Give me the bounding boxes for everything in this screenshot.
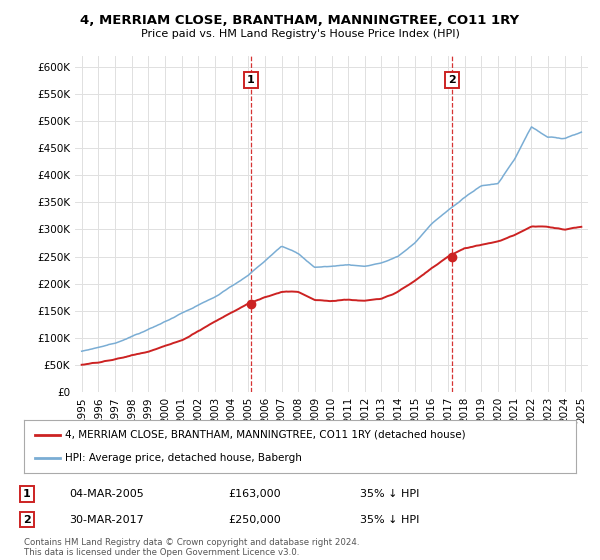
Text: 2: 2 — [23, 515, 31, 525]
Text: 35% ↓ HPI: 35% ↓ HPI — [360, 489, 419, 499]
Text: 4, MERRIAM CLOSE, BRANTHAM, MANNINGTREE, CO11 1RY: 4, MERRIAM CLOSE, BRANTHAM, MANNINGTREE,… — [80, 14, 520, 27]
Text: 1: 1 — [247, 76, 255, 85]
Text: £250,000: £250,000 — [228, 515, 281, 525]
Text: Contains HM Land Registry data © Crown copyright and database right 2024.
This d: Contains HM Land Registry data © Crown c… — [24, 538, 359, 557]
Text: HPI: Average price, detached house, Babergh: HPI: Average price, detached house, Babe… — [65, 453, 302, 463]
Text: Price paid vs. HM Land Registry's House Price Index (HPI): Price paid vs. HM Land Registry's House … — [140, 29, 460, 39]
Text: 1: 1 — [23, 489, 31, 499]
Text: £163,000: £163,000 — [228, 489, 281, 499]
Text: 30-MAR-2017: 30-MAR-2017 — [69, 515, 144, 525]
Text: 2: 2 — [448, 76, 456, 85]
Text: 04-MAR-2005: 04-MAR-2005 — [69, 489, 144, 499]
Text: 35% ↓ HPI: 35% ↓ HPI — [360, 515, 419, 525]
Text: 4, MERRIAM CLOSE, BRANTHAM, MANNINGTREE, CO11 1RY (detached house): 4, MERRIAM CLOSE, BRANTHAM, MANNINGTREE,… — [65, 430, 466, 440]
